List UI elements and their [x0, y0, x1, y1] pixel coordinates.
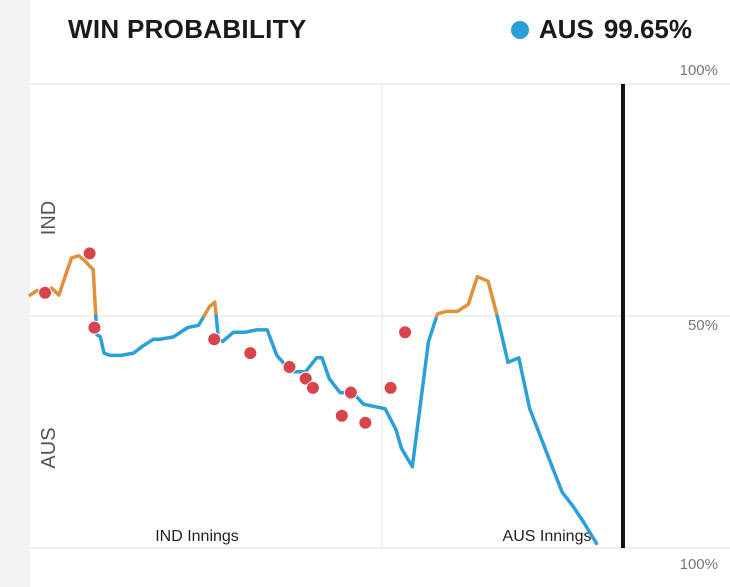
series-line-aus-3	[214, 314, 439, 469]
wicket-marker-8	[334, 408, 349, 423]
legend-dot-icon	[510, 20, 529, 39]
legend-team: AUS	[538, 14, 594, 44]
tick-label-mid: 50%	[688, 317, 718, 334]
series-layer	[28, 253, 599, 546]
wicket-markers	[38, 246, 413, 430]
wicket-marker-10	[358, 415, 373, 430]
wicket-marker-11	[383, 380, 398, 395]
wicket-marker-2	[87, 320, 102, 335]
innings-label-ind: IND Innings	[155, 528, 239, 545]
series-line-ind-4	[435, 274, 499, 318]
wicket-marker-3	[207, 332, 222, 347]
series-line-ind-0	[28, 253, 98, 318]
series-line-ind-2	[202, 300, 218, 318]
tick-label-bottom: 100%	[680, 556, 718, 573]
legend-value: 99.65%	[603, 14, 692, 44]
axis-team-top: IND	[38, 201, 60, 235]
wicket-marker-5	[282, 360, 297, 375]
wicket-marker-12	[398, 325, 413, 340]
wicket-marker-6	[298, 371, 313, 386]
series-line-aus-5	[495, 314, 599, 546]
chart-title: WIN PROBABILITY	[68, 14, 307, 44]
tick-label-top: 100%	[680, 62, 718, 79]
wicket-marker-7	[305, 380, 320, 395]
wicket-marker-0	[38, 285, 53, 300]
left-margin	[0, 0, 30, 587]
wicket-marker-1	[82, 246, 97, 261]
chart-header: WIN PROBABILITY AUS 99.65%	[30, 0, 730, 70]
series-line-aus-1	[94, 314, 206, 358]
wicket-marker-4	[243, 346, 258, 361]
legend: AUS 99.65%	[510, 14, 692, 45]
innings-label-aus: AUS Innings	[503, 528, 592, 545]
axis-team-bottom: AUS	[38, 427, 60, 468]
wicket-marker-9	[343, 385, 358, 400]
